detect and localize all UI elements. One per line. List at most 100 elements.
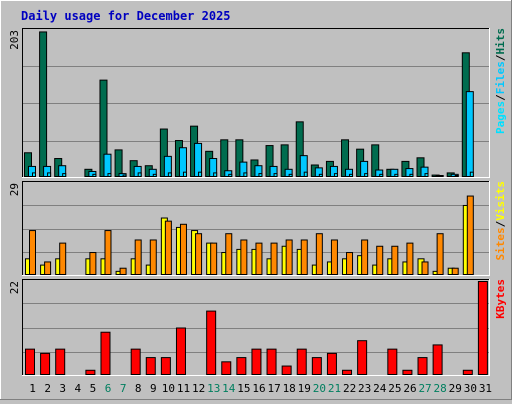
bar-sites-day-29 bbox=[451, 267, 459, 276]
bar-pages-day-24 bbox=[379, 173, 384, 177]
bar-kbytes-day-22 bbox=[342, 369, 353, 376]
bar-kbytes-day-26 bbox=[402, 369, 413, 376]
bar-sites-day-9 bbox=[149, 239, 157, 275]
x-tick-label-day-6: 6 bbox=[105, 382, 112, 395]
bar-kbytes-day-18 bbox=[281, 365, 292, 375]
bar-sites-day-17 bbox=[270, 242, 278, 276]
legend-separator: / bbox=[494, 220, 507, 227]
bar-sites-day-8 bbox=[134, 239, 142, 275]
bar-hits-day-2 bbox=[39, 31, 48, 177]
bar-hits-day-7 bbox=[114, 149, 123, 177]
bar-sites-day-11 bbox=[179, 223, 187, 276]
bar-pages-day-20 bbox=[318, 173, 323, 177]
bar-kbytes-day-19 bbox=[296, 348, 307, 375]
bar-sites-day-27 bbox=[421, 261, 429, 275]
legend-kbytes: KBytes bbox=[494, 279, 507, 319]
bar-pages-day-9 bbox=[152, 173, 157, 177]
bar-kbytes-day-21 bbox=[326, 352, 337, 376]
bar-pages-day-12 bbox=[198, 171, 203, 177]
bar-sites-day-12 bbox=[195, 233, 203, 275]
x-tick-label-day-16: 16 bbox=[252, 382, 265, 395]
x-tick-label-day-18: 18 bbox=[283, 382, 296, 395]
bar-sites-day-16 bbox=[255, 242, 263, 276]
panel-max-label: 203 bbox=[8, 30, 21, 50]
legend-hits: Hits bbox=[494, 28, 507, 55]
bar-sites-day-13 bbox=[210, 242, 218, 276]
bar-sites-day-19 bbox=[300, 239, 308, 275]
bar-sites-day-30 bbox=[466, 195, 474, 275]
bar-kbytes-day-5 bbox=[85, 369, 96, 376]
bar-kbytes-day-31 bbox=[477, 281, 488, 375]
bar-files-day-30 bbox=[465, 91, 474, 177]
x-tick-label-day-17: 17 bbox=[267, 382, 280, 395]
bar-kbytes-day-13 bbox=[206, 310, 217, 376]
x-tick-label-day-9: 9 bbox=[150, 382, 157, 395]
bar-sites-day-1 bbox=[29, 230, 36, 276]
bar-sites-day-6 bbox=[104, 230, 112, 276]
bar-kbytes-day-30 bbox=[462, 369, 473, 376]
bar-pages-day-2 bbox=[47, 172, 52, 178]
panel-visits-sites: 29 Sites/Visits bbox=[8, 181, 507, 276]
bar-pages-day-29 bbox=[454, 175, 459, 177]
bar-sites-day-24 bbox=[376, 245, 384, 275]
bar-kbytes-day-15 bbox=[236, 357, 247, 376]
x-tick-label-day-20: 20 bbox=[313, 382, 326, 395]
bar-kbytes-day-10 bbox=[160, 357, 171, 376]
x-tick-label-day-25: 25 bbox=[388, 382, 401, 395]
bar-kbytes-day-9 bbox=[145, 357, 156, 376]
bar-pages-day-26 bbox=[409, 173, 414, 177]
bar-sites-day-25 bbox=[391, 245, 399, 275]
bar-kbytes-day-23 bbox=[357, 340, 368, 376]
panel-kbytes: 22 KBytes bbox=[8, 279, 507, 376]
x-tick-label-day-12: 12 bbox=[192, 382, 205, 395]
bar-sites-day-10 bbox=[164, 220, 172, 275]
legend-files: Files bbox=[494, 61, 507, 94]
x-tick-label-day-15: 15 bbox=[237, 382, 250, 395]
bar-sites-day-7 bbox=[119, 267, 127, 276]
bar-sites-day-23 bbox=[361, 239, 369, 275]
bar-sites-day-18 bbox=[285, 239, 293, 275]
bar-sites-day-3 bbox=[59, 242, 67, 276]
bar-pages-day-19 bbox=[303, 171, 308, 177]
legend-separator: / bbox=[494, 54, 507, 61]
bar-pages-day-28 bbox=[439, 175, 444, 177]
x-tick-label-day-23: 23 bbox=[358, 382, 371, 395]
x-tick-label-day-24: 24 bbox=[373, 382, 387, 395]
bar-sites-day-2 bbox=[44, 261, 52, 275]
bar-kbytes-day-16 bbox=[251, 348, 262, 375]
bar-pages-day-25 bbox=[394, 173, 399, 177]
bar-kbytes-day-28 bbox=[432, 344, 443, 375]
bar-sites-day-28 bbox=[436, 233, 444, 275]
x-tick-label-day-4: 4 bbox=[75, 382, 82, 395]
x-tick-label-day-21: 21 bbox=[328, 382, 341, 395]
x-tick-label-day-13: 13 bbox=[207, 382, 220, 395]
bar-sites-day-20 bbox=[315, 233, 323, 275]
bar-files-day-12 bbox=[194, 142, 203, 178]
panel-legend: KBytes bbox=[494, 279, 507, 319]
bar-sites-day-22 bbox=[346, 252, 354, 276]
bar-pages-day-13 bbox=[213, 172, 218, 178]
bar-kbytes-day-3 bbox=[55, 348, 66, 375]
x-tick-label-day-19: 19 bbox=[298, 382, 311, 395]
bar-pages-day-22 bbox=[349, 173, 354, 177]
bar-kbytes-day-11 bbox=[175, 327, 186, 375]
panel-legend: Sites/Visits bbox=[494, 181, 507, 261]
x-tick-label-day-29: 29 bbox=[449, 382, 462, 395]
x-tick-label-day-11: 11 bbox=[177, 382, 190, 395]
bar-pages-day-10 bbox=[167, 172, 172, 178]
chart-title: Daily usage for December 2025 bbox=[21, 9, 231, 23]
bar-pages-day-16 bbox=[258, 173, 263, 178]
bar-pages-day-14 bbox=[228, 173, 233, 177]
bar-kbytes-day-25 bbox=[387, 348, 398, 375]
x-tick-label-day-1: 1 bbox=[29, 382, 36, 395]
bar-pages-day-30 bbox=[469, 171, 474, 177]
panel-max-label: 29 bbox=[8, 183, 21, 196]
legend-sites: Sites bbox=[494, 227, 507, 260]
bar-pages-day-11 bbox=[182, 171, 187, 177]
bar-pages-day-7 bbox=[122, 174, 127, 177]
bar-pages-day-15 bbox=[243, 172, 248, 178]
bar-pages-day-8 bbox=[137, 172, 142, 178]
